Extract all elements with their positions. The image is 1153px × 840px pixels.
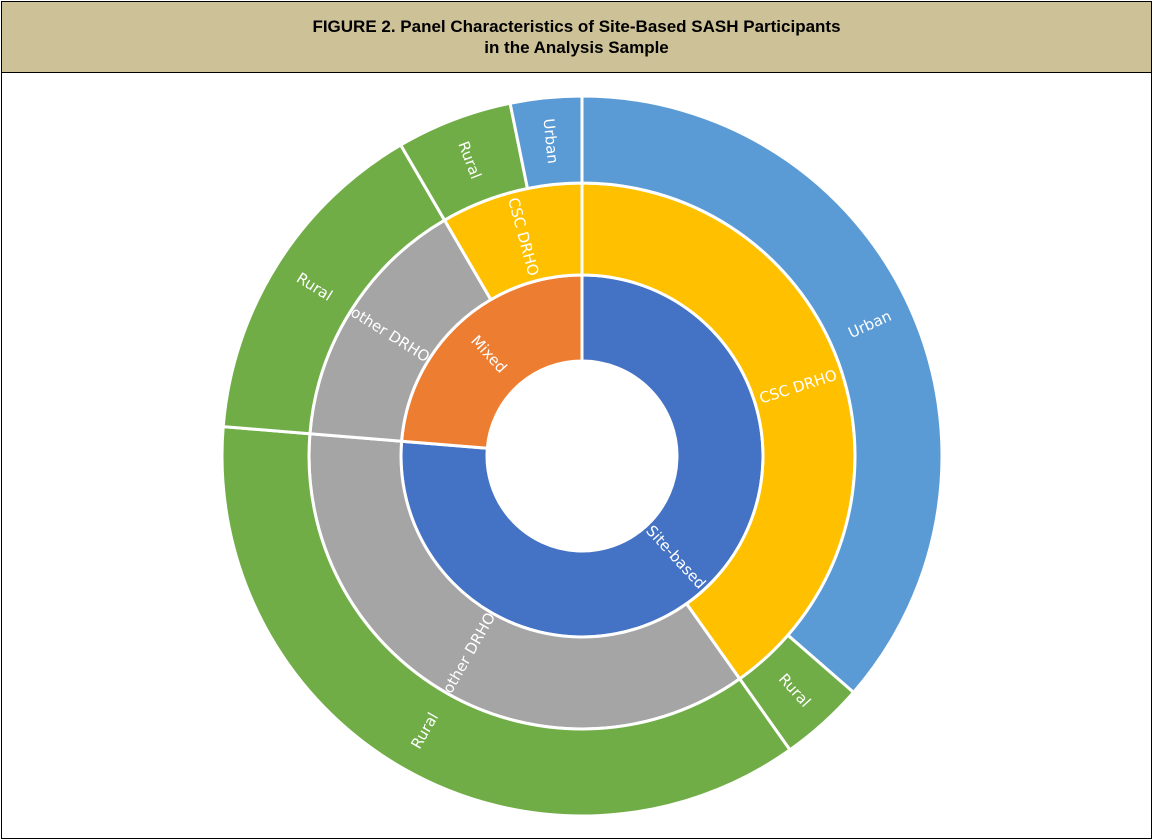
title-line: FIGURE 2. Panel Characteristics of Site-…	[312, 17, 841, 36]
title-line: in the Analysis Sample	[484, 38, 669, 57]
segment	[580, 94, 944, 695]
header: FIGURE 2. Panel Characteristics of Site-…	[1, 1, 1152, 73]
frame	[1, 72, 1152, 839]
segment-label: Urban	[540, 118, 562, 165]
segment	[508, 94, 584, 191]
segment	[220, 425, 793, 818]
